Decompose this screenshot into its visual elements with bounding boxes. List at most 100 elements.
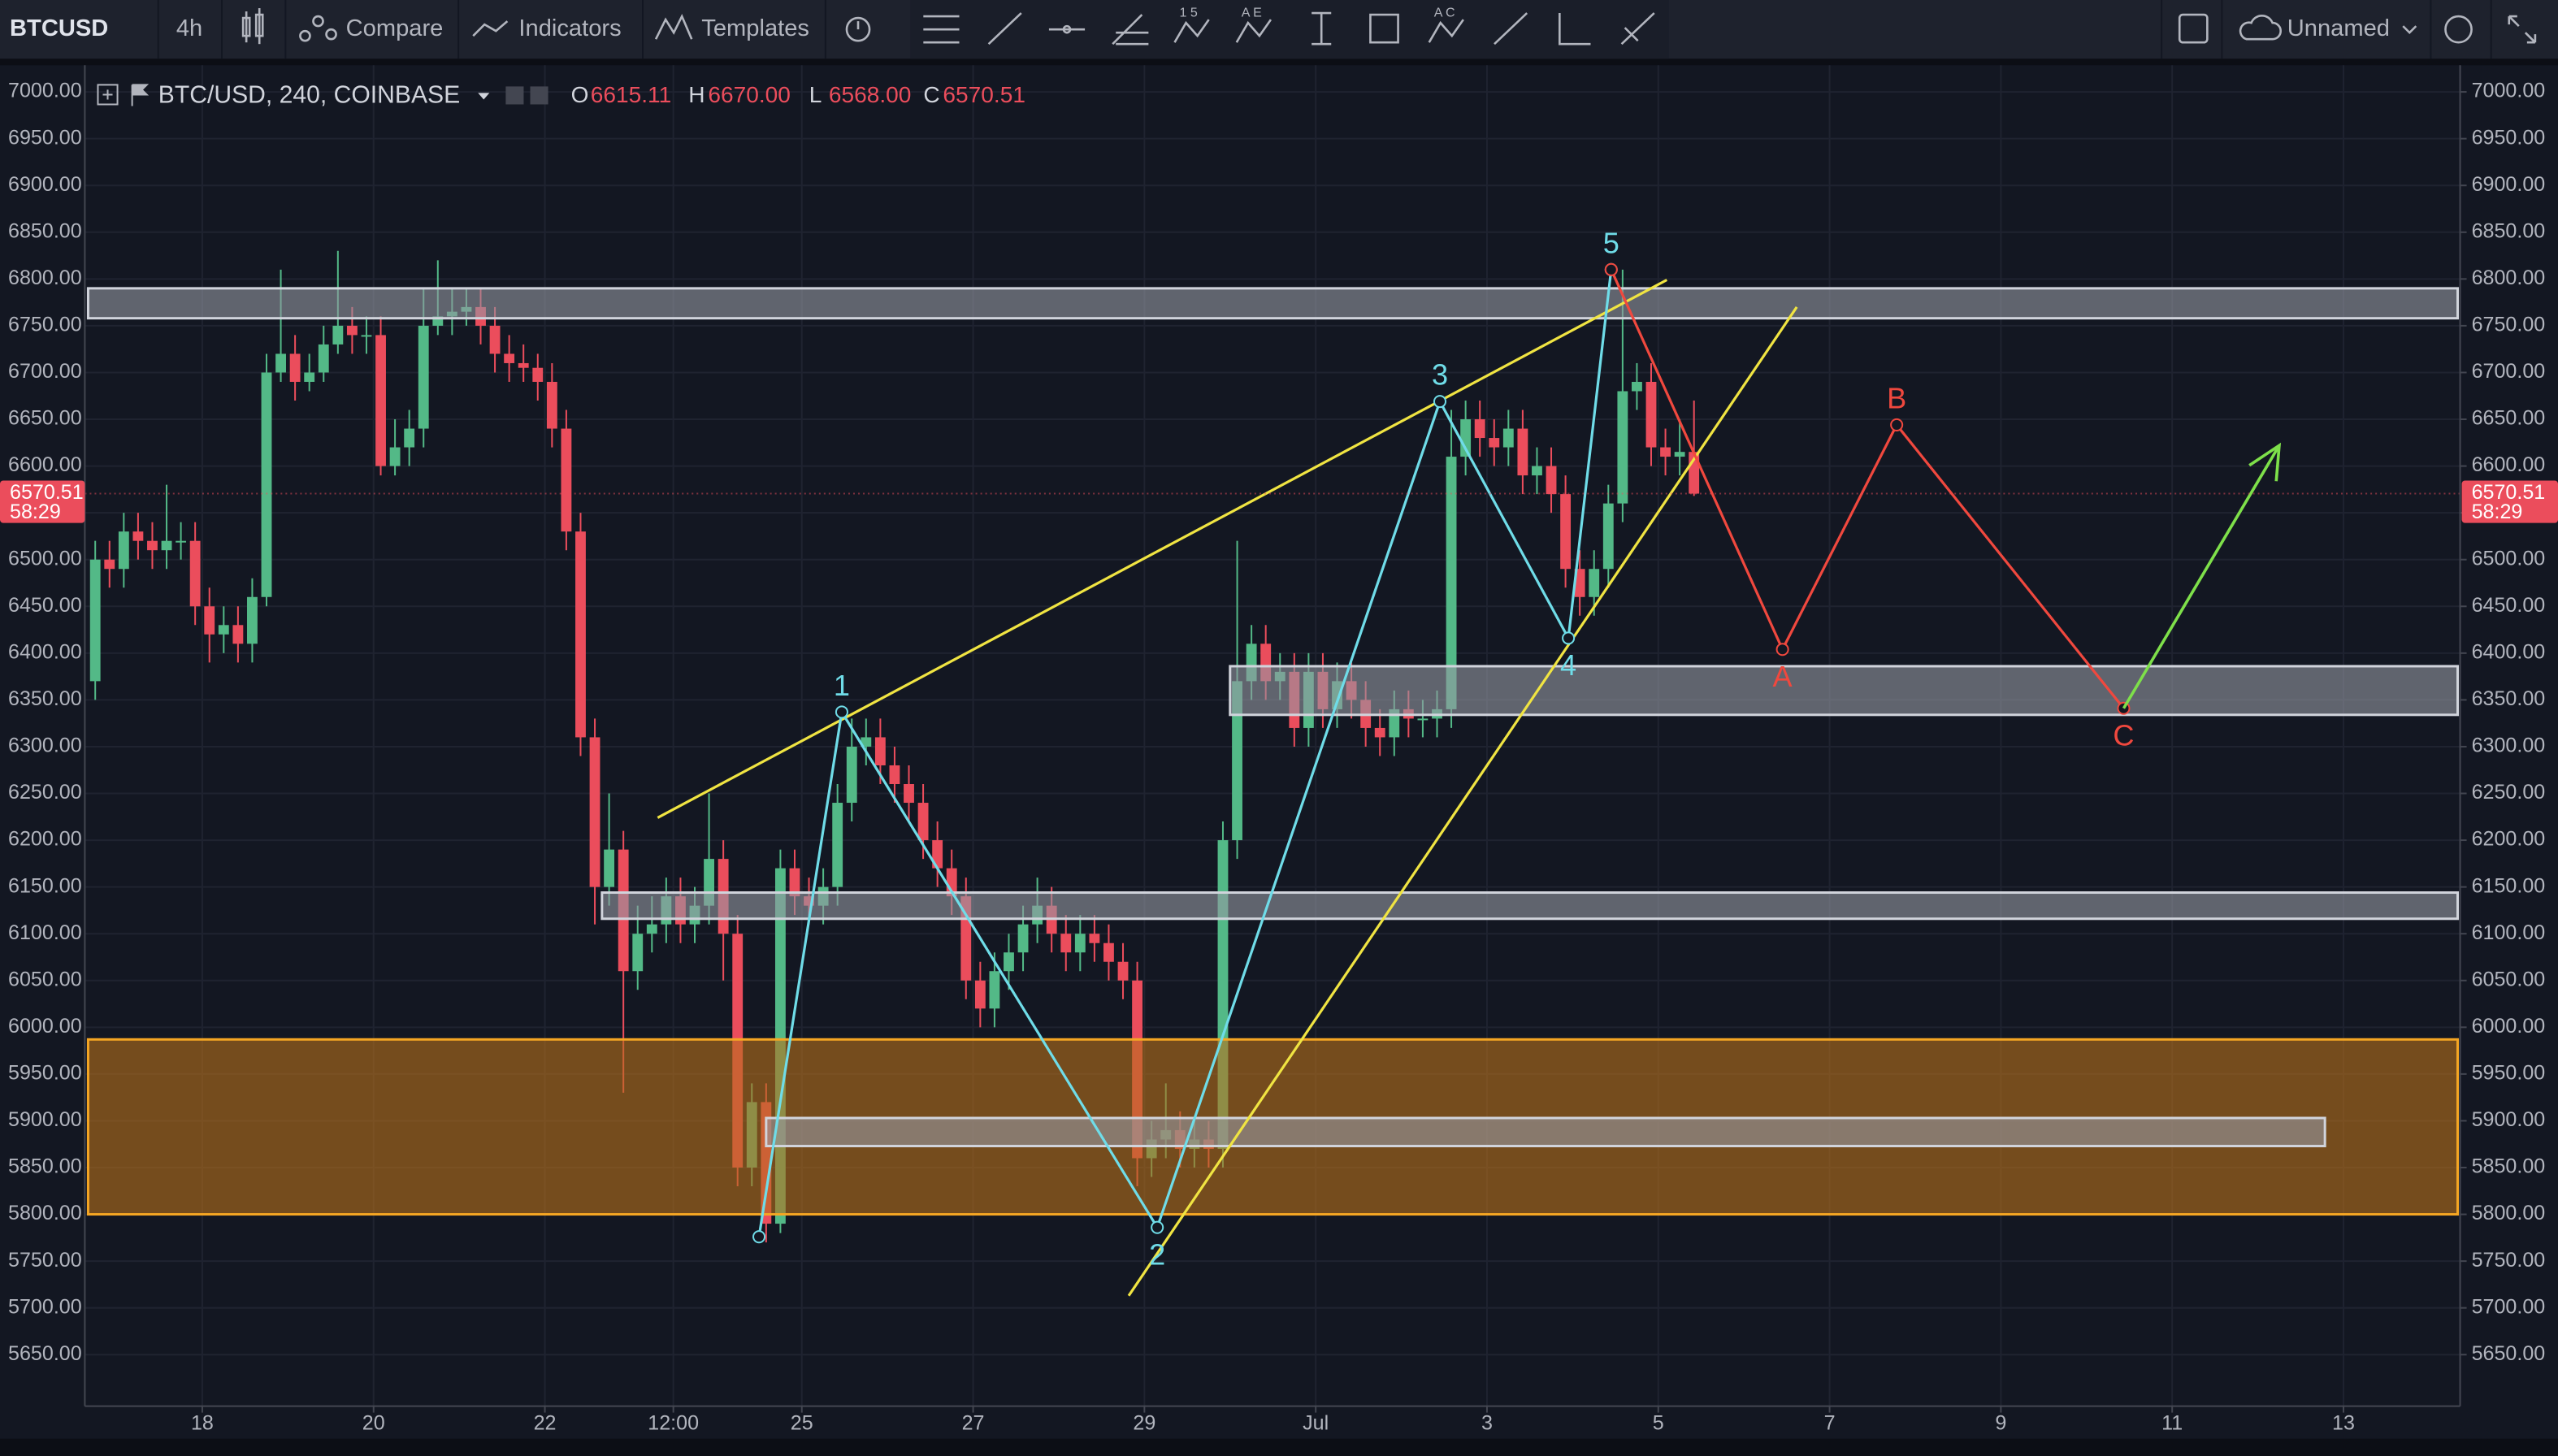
x-tick-label: 25: [791, 1411, 813, 1434]
candle-icon[interactable]: [241, 8, 264, 45]
candle-body: [1674, 452, 1685, 457]
axes: 5650.00 5650.00 5700.00 5700.00 5750.00 5750.…: [0, 65, 2558, 1456]
candle-body: [917, 803, 929, 841]
flag-icon[interactable]: [131, 84, 150, 106]
candle-body: [404, 428, 415, 448]
y-tick-label: 5850.00: [8, 1155, 82, 1178]
compare-button[interactable]: Compare: [346, 15, 444, 41]
wave-line: [1610, 269, 2125, 709]
arrow-line: [2122, 444, 2281, 709]
wave-point: [1890, 418, 1904, 431]
arrow-head: [2248, 442, 2282, 482]
y-tick-label: 6750.00: [2472, 314, 2546, 336]
x-tick-label: 12:00: [648, 1411, 699, 1434]
y-tick-label: 6650.00: [2472, 407, 2546, 430]
tool-label[interactable]: A E: [1242, 5, 1262, 20]
settings-icon[interactable]: [2444, 15, 2473, 44]
candle-body: [389, 447, 401, 466]
legend-key: H: [688, 82, 705, 107]
tool-ruler[interactable]: [1620, 12, 1655, 46]
y-tick-label: 6250.00: [2472, 781, 2546, 804]
tool-rect[interactable]: [1369, 13, 1399, 44]
tool-elliott[interactable]: [1173, 19, 1210, 43]
y-tick-label: 6400.00: [8, 640, 82, 663]
compare-icon[interactable]: [299, 15, 337, 42]
chart-title[interactable]: BTC/USD, 240, COINBASE: [158, 81, 460, 108]
wave-point: [1151, 1220, 1164, 1234]
y-tick-label: 6350.00: [2472, 687, 2546, 710]
candle-body: [604, 849, 615, 887]
candle-body: [332, 325, 344, 344]
y-tick-label: 6500.00: [8, 547, 82, 570]
legend-value: 6670.00: [708, 82, 791, 107]
candle-body: [889, 765, 900, 785]
y-tick-label: 6150.00: [8, 874, 82, 897]
y-tick-label: 5750.00: [8, 1249, 82, 1272]
candle-body: [1103, 942, 1114, 962]
candle-body: [418, 325, 429, 429]
symbol[interactable]: BTCUSD: [10, 15, 108, 41]
wave-label: B: [1887, 381, 1906, 414]
candle-body: [504, 353, 515, 363]
wave-point: [752, 1230, 766, 1244]
y-tick-label: 6050.00: [2472, 968, 2546, 990]
title-caret[interactable]: [478, 93, 490, 100]
toolbar: BTCUSD 4h Compare Indicators Templates 1…: [0, 0, 2558, 66]
x-tick-label: 18: [191, 1411, 214, 1434]
tool-label[interactable]: 1 5: [1180, 5, 1198, 20]
candle-body: [1502, 428, 1514, 448]
candle-body: [1017, 924, 1029, 953]
candle-body: [361, 335, 372, 337]
legend-value: 6568.00: [829, 82, 912, 107]
layout-name[interactable]: Unnamed: [2287, 15, 2390, 41]
tool-trendline[interactable]: [987, 12, 1022, 46]
tool-lines[interactable]: [923, 15, 960, 44]
wave-label: 2: [1149, 1237, 1165, 1271]
legend-key: C: [923, 82, 939, 107]
candle-body: [189, 540, 201, 607]
expand-icon[interactable]: [2508, 15, 2537, 44]
cloud-icon[interactable]: [2239, 15, 2282, 41]
fullscreen-icon[interactable]: [2178, 13, 2209, 44]
candle-body: [789, 868, 800, 897]
y-tick-label: 6450.00: [2472, 594, 2546, 617]
indicators-icon[interactable]: [472, 20, 509, 37]
wave-point: [1433, 395, 1447, 409]
candle-body: [1532, 466, 1542, 476]
header-icon: [102, 89, 113, 100]
candle-body: [1460, 419, 1472, 457]
tool-measure[interactable]: [1559, 13, 1591, 46]
tool-hline[interactable]: [1048, 24, 1086, 34]
price-tag-label: 6570.51: [2472, 481, 2546, 504]
wave-label: 3: [1432, 358, 1448, 392]
templates-icon[interactable]: [654, 13, 693, 40]
header-tool[interactable]: [505, 86, 524, 105]
templates-button[interactable]: Templates: [701, 15, 809, 41]
y-tick-label: 6400.00: [2472, 640, 2546, 663]
candle-body: [1574, 569, 1585, 597]
zone: [1229, 665, 2460, 717]
tool-text[interactable]: [1312, 11, 1332, 46]
interval[interactable]: 4h: [176, 15, 202, 41]
header-tool[interactable]: [530, 86, 548, 105]
tool-pitchfork[interactable]: [1112, 14, 1149, 46]
candle-body: [232, 625, 244, 644]
candle-body: [1617, 391, 1628, 504]
tool-label[interactable]: A C: [1434, 5, 1455, 20]
candle-body: [489, 325, 501, 354]
tool-elliott-ae[interactable]: [1235, 19, 1272, 43]
tool-arrow[interactable]: [1494, 12, 1528, 46]
y-tick-label: 5800.00: [8, 1202, 82, 1224]
indicators-button[interactable]: Indicators: [518, 15, 621, 41]
y-tick-label: 7000.00: [2472, 80, 2546, 102]
alert-icon[interactable]: [845, 16, 871, 42]
legend-key: O: [571, 82, 589, 107]
x-tick-label: 20: [362, 1411, 385, 1434]
candle-body: [589, 737, 600, 887]
tool-abc[interactable]: [1428, 19, 1464, 43]
header-icon[interactable]: [97, 84, 119, 106]
candle-body: [861, 737, 872, 747]
layout-caret[interactable]: [2402, 25, 2417, 34]
candle-body: [304, 372, 315, 382]
